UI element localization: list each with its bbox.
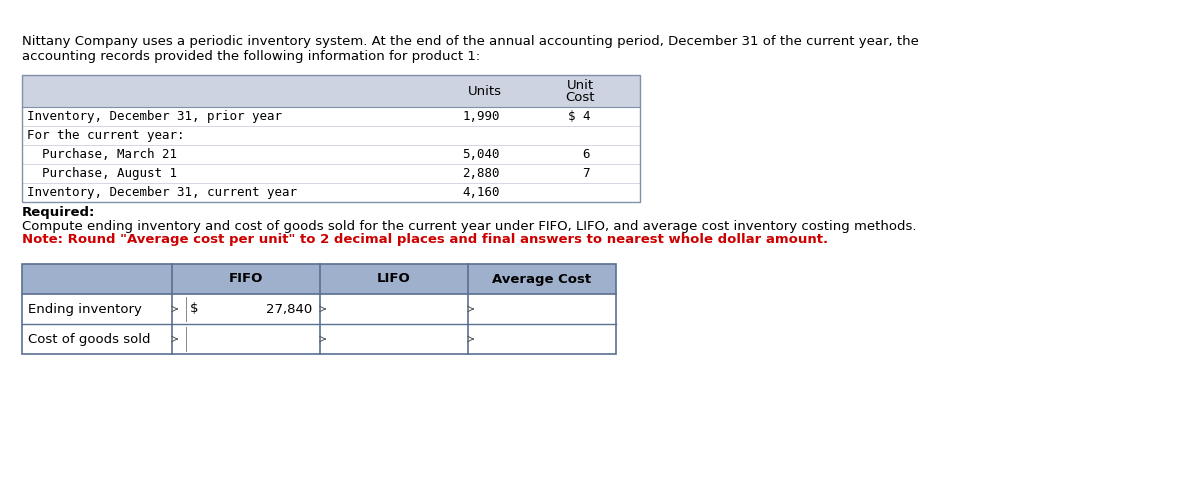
Text: Unit: Unit: [566, 79, 594, 92]
Text: Nittany Company uses a periodic inventory system. At the end of the annual accou: Nittany Company uses a periodic inventor…: [22, 35, 919, 48]
Text: Cost of goods sold: Cost of goods sold: [28, 333, 150, 346]
Text: Average Cost: Average Cost: [492, 272, 592, 285]
Bar: [22, 75, 640, 202]
Bar: [22, 264, 616, 354]
Bar: [22, 324, 616, 354]
Bar: [22, 145, 640, 164]
Text: accounting records provided the following information for product 1:: accounting records provided the followin…: [22, 50, 480, 63]
Text: Purchase, March 21: Purchase, March 21: [28, 148, 178, 161]
Text: 6: 6: [582, 148, 590, 161]
Text: $ 4: $ 4: [568, 110, 590, 123]
Bar: [22, 107, 640, 126]
Bar: [22, 164, 640, 183]
Text: Cost: Cost: [565, 91, 595, 104]
Text: 5,040: 5,040: [462, 148, 500, 161]
Text: LIFO: LIFO: [377, 272, 410, 285]
Text: 2,880: 2,880: [462, 167, 500, 180]
Bar: [22, 294, 616, 324]
Bar: [22, 183, 640, 202]
Text: Ending inventory: Ending inventory: [28, 302, 142, 316]
Bar: [22, 126, 640, 145]
Text: 7: 7: [582, 167, 590, 180]
Text: Inventory, December 31, current year: Inventory, December 31, current year: [28, 186, 298, 199]
Text: 1,990: 1,990: [462, 110, 500, 123]
Text: 27,840: 27,840: [265, 302, 312, 316]
Text: Units: Units: [468, 85, 502, 98]
Text: Required:: Required:: [22, 206, 95, 219]
Text: FIFO: FIFO: [229, 272, 263, 285]
Bar: [22, 75, 640, 107]
Text: For the current year:: For the current year:: [28, 129, 185, 142]
Bar: [22, 264, 616, 294]
Text: Inventory, December 31, prior year: Inventory, December 31, prior year: [28, 110, 282, 123]
Text: Compute ending inventory and cost of goods sold for the current year under FIFO,: Compute ending inventory and cost of goo…: [22, 220, 917, 233]
Text: $: $: [190, 302, 198, 316]
Text: Note: Round "Average cost per unit" to 2 decimal places and final answers to nea: Note: Round "Average cost per unit" to 2…: [22, 233, 828, 246]
Text: Purchase, August 1: Purchase, August 1: [28, 167, 178, 180]
Text: 4,160: 4,160: [462, 186, 500, 199]
